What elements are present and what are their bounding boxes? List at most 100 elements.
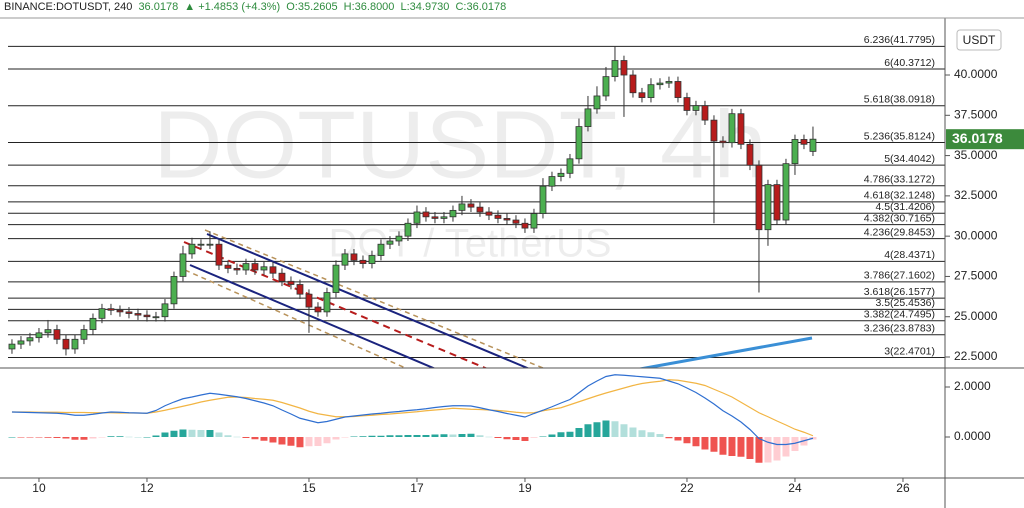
currency[interactable]: USDT xyxy=(963,33,996,47)
candle-body xyxy=(656,82,664,86)
histogram-bar xyxy=(440,434,448,437)
candle-body xyxy=(674,81,682,98)
histogram-bar xyxy=(53,437,61,438)
candle-body xyxy=(377,243,385,256)
candle-body xyxy=(476,206,484,213)
candle-body xyxy=(593,95,601,110)
candle-body xyxy=(530,213,538,229)
candle-body xyxy=(701,105,709,121)
histogram-bar xyxy=(755,437,763,463)
histogram-bar xyxy=(44,437,52,438)
candle-body xyxy=(503,218,511,221)
y-tick-label: 0.0000 xyxy=(954,429,991,443)
histogram-bar xyxy=(296,437,304,448)
histogram-bar xyxy=(17,437,25,438)
histogram-bar xyxy=(782,437,790,457)
macd-line xyxy=(11,374,814,446)
histogram-bar xyxy=(26,437,34,438)
histogram-bar xyxy=(134,437,142,438)
watermark-subtitle: DOT / TetherUS xyxy=(328,222,611,266)
histogram-bar xyxy=(224,435,232,437)
candle-body xyxy=(305,293,313,308)
candle-body xyxy=(413,211,421,224)
histogram-bar xyxy=(683,437,691,444)
candle-body xyxy=(89,317,97,331)
histogram-bar xyxy=(341,437,349,438)
watermark-title: DOTUSDT, 4h xyxy=(153,91,766,198)
histogram-bar xyxy=(665,437,673,439)
histogram-bar xyxy=(98,437,106,438)
y-tick-label: 37.5000 xyxy=(954,107,998,121)
last-price-badge xyxy=(946,129,1024,150)
y-tick-label: 2.0000 xyxy=(954,379,991,393)
candle-body xyxy=(125,311,133,314)
candle-body xyxy=(782,163,790,221)
histogram-bar xyxy=(692,437,700,447)
histogram-bar xyxy=(638,430,646,437)
level-label: 5(34.4042) xyxy=(884,153,935,165)
histogram-bar xyxy=(773,437,781,461)
candle-body xyxy=(719,140,727,144)
candle-body xyxy=(314,306,322,313)
histogram-bar xyxy=(233,436,241,438)
candle-body xyxy=(773,184,781,221)
histogram-bar xyxy=(71,437,79,440)
macd-pane xyxy=(8,374,817,463)
currency-button[interactable] xyxy=(956,29,1002,51)
candle-body xyxy=(188,243,196,255)
candle-body xyxy=(548,176,556,187)
histogram-bar xyxy=(701,437,709,450)
candle-body xyxy=(800,139,808,145)
candle-body xyxy=(611,60,619,78)
histogram-bar xyxy=(584,424,592,437)
channel-line xyxy=(206,233,530,368)
candle-body xyxy=(521,222,529,229)
candle-body xyxy=(26,337,34,342)
candle-body xyxy=(260,266,268,271)
candle-body xyxy=(395,235,403,242)
candle-body xyxy=(8,343,16,350)
histogram-bar xyxy=(449,434,457,437)
candle-body xyxy=(107,308,115,311)
histogram-bar xyxy=(143,437,151,438)
level-label: 5.618(38.0918) xyxy=(864,94,935,106)
histogram-bar xyxy=(593,422,601,437)
histogram-bar xyxy=(323,437,331,444)
candle-body xyxy=(332,264,340,293)
level-label: 3(22.4701) xyxy=(884,345,935,357)
level-label: 4(28.4371) xyxy=(884,249,935,261)
histogram-bar xyxy=(206,430,214,437)
candle-body xyxy=(539,185,547,214)
candle-body xyxy=(17,340,25,345)
histogram-bar xyxy=(521,437,529,441)
histogram-bar xyxy=(80,437,88,440)
candle-body xyxy=(233,267,241,271)
x-tick-label: 12 xyxy=(140,481,154,495)
open: O:35.2605 xyxy=(286,1,338,13)
candle-body xyxy=(620,60,628,76)
candle-body xyxy=(53,329,61,340)
histogram-bar xyxy=(386,435,394,437)
change: ▲ +1.4853 (+4.3%) xyxy=(184,1,281,13)
candle-body xyxy=(791,139,799,165)
histogram-bar xyxy=(575,428,583,437)
candle-body xyxy=(737,113,745,145)
level-label: 3.382(24.7495) xyxy=(864,309,935,321)
candle-body xyxy=(224,264,232,269)
candle-body xyxy=(278,272,286,282)
level-label: 6.236(41.7795) xyxy=(864,34,935,46)
histogram-bar xyxy=(287,437,295,446)
histogram-bar xyxy=(125,436,133,438)
candles xyxy=(8,46,817,356)
candle-body xyxy=(323,292,331,313)
histogram-bar xyxy=(764,437,772,463)
candle-body xyxy=(116,309,124,313)
histogram-bar xyxy=(305,437,313,447)
candle-body xyxy=(197,243,205,246)
candle-body xyxy=(449,209,457,218)
x-tick-label: 19 xyxy=(518,481,532,495)
histogram-bar xyxy=(710,437,718,452)
candle-body xyxy=(710,119,718,142)
axes: 22.5000 25.0000 27.5000 30.0000 32.5000 35.00… xyxy=(32,67,1024,495)
